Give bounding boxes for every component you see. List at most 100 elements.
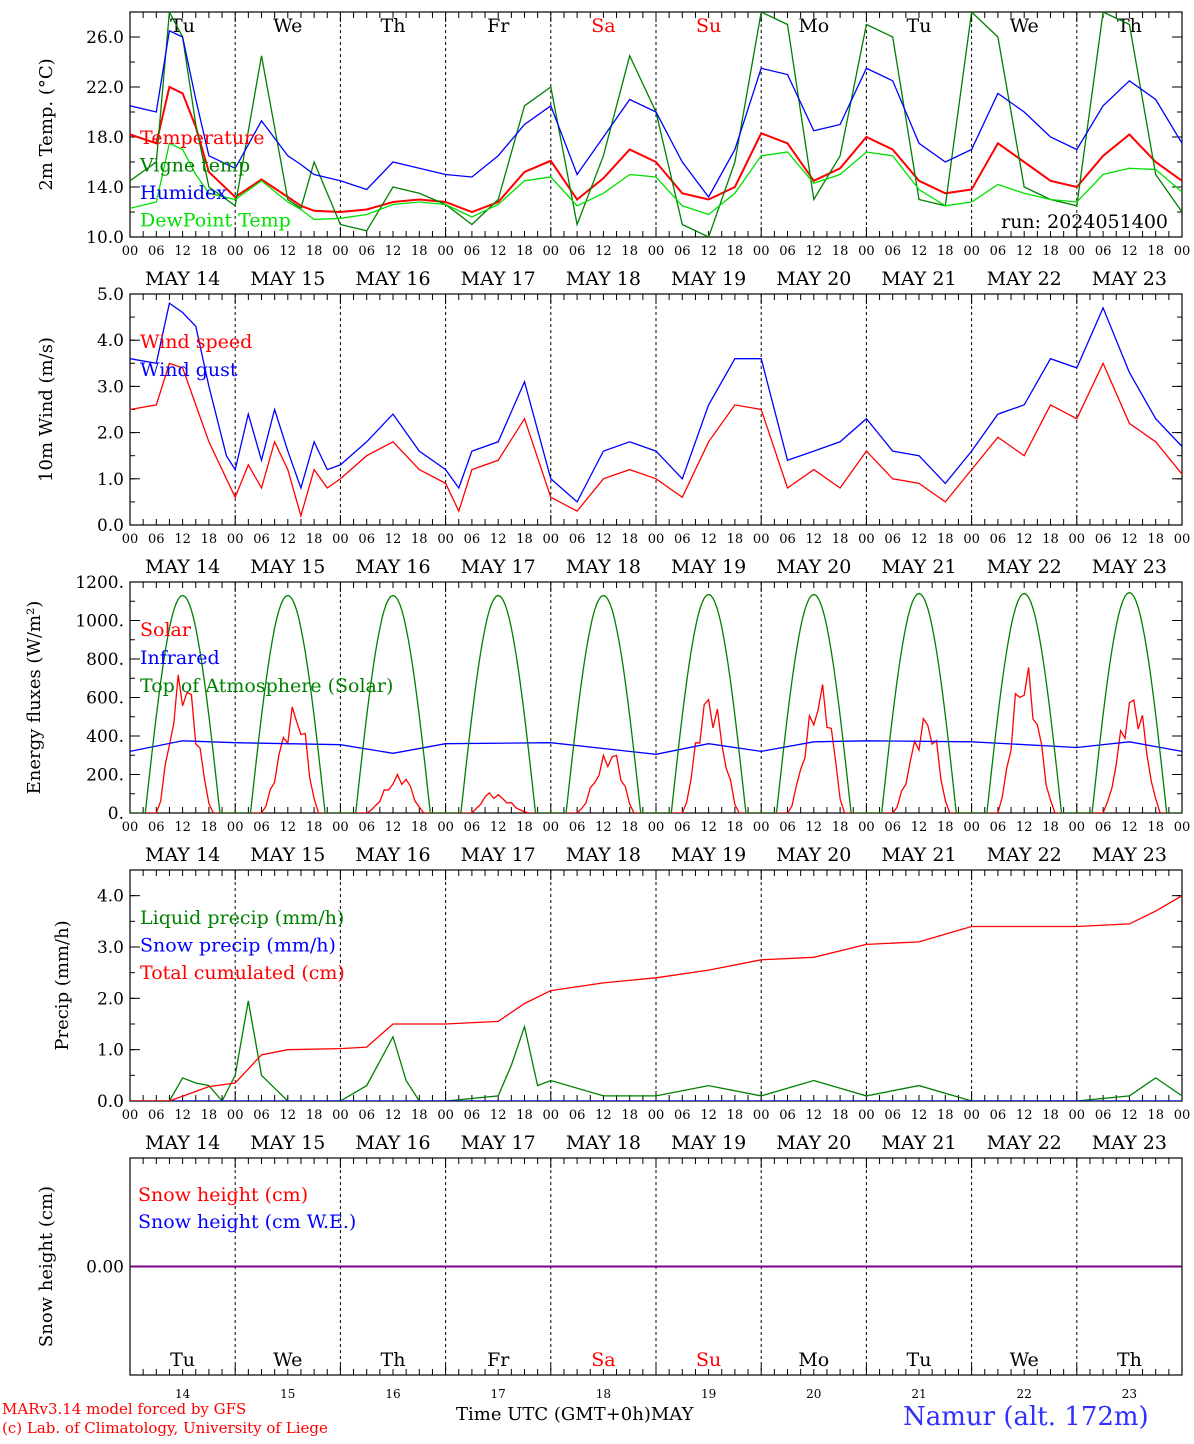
- series-line: [130, 85, 1182, 214]
- hour-tick-label: 06: [674, 532, 691, 547]
- hour-tick-label: 00: [1069, 1108, 1086, 1123]
- hour-tick-label: 00: [963, 1108, 980, 1123]
- weekday-label: Tu: [170, 1349, 195, 1371]
- date-label: MAY 19: [671, 844, 746, 866]
- hour-tick-label: 18: [832, 532, 849, 547]
- hour-tick-label: 00: [543, 820, 560, 835]
- date-label: MAY 19: [671, 268, 746, 290]
- hour-tick-label: 06: [1095, 820, 1112, 835]
- hour-tick-label: 12: [385, 820, 402, 835]
- hour-tick-label: 06: [358, 1108, 375, 1123]
- weekday-label: Tu: [907, 1349, 932, 1371]
- hour-tick-label: 00: [858, 532, 875, 547]
- legend-entry: DewPoint Temp: [140, 210, 291, 232]
- hour-tick-label: 06: [253, 820, 270, 835]
- run-label: run: 2024051400: [1001, 211, 1168, 233]
- hour-tick-label: 12: [595, 532, 612, 547]
- hour-tick-label: 06: [148, 820, 165, 835]
- hour-tick-label: 00: [1069, 532, 1086, 547]
- hour-tick-label: 06: [358, 244, 375, 259]
- x-axis-label: Time UTC (GMT+0h): [456, 1404, 651, 1425]
- hour-tick-label: 00: [858, 820, 875, 835]
- date-label: MAY 19: [671, 556, 746, 578]
- y-tick-label: 0.0: [97, 1092, 124, 1112]
- date-label: MAY 23: [1092, 844, 1167, 866]
- date-label: MAY 22: [987, 1132, 1062, 1154]
- hour-tick-label: 12: [490, 244, 507, 259]
- hour-tick-label: 12: [1121, 244, 1138, 259]
- hour-tick-label: 12: [911, 1108, 928, 1123]
- hour-tick-label: 18: [621, 1108, 638, 1123]
- date-label: MAY 17: [461, 1132, 536, 1154]
- date-label: MAY 21: [881, 844, 956, 866]
- date-label: MAY 16: [355, 1132, 430, 1154]
- date-label: MAY 18: [566, 1132, 641, 1154]
- y-tick-label: 1000.: [75, 612, 124, 632]
- day-number-label: 23: [1122, 1387, 1137, 1401]
- hour-tick-label: 18: [1042, 820, 1059, 835]
- hour-tick-label: 06: [674, 1108, 691, 1123]
- y-tick-label: 18.0: [86, 128, 124, 148]
- y-axis-label: 2m Temp. (°C): [36, 58, 57, 190]
- hour-tick-label: 00: [437, 820, 454, 835]
- hour-tick-label: 12: [595, 244, 612, 259]
- hour-tick-label: 00: [332, 820, 349, 835]
- legend-entry: Snow precip (mm/h): [140, 935, 336, 957]
- date-label: MAY 18: [566, 268, 641, 290]
- date-label: MAY 23: [1092, 1132, 1167, 1154]
- hour-tick-label: 12: [174, 1108, 191, 1123]
- date-label: MAY 18: [566, 844, 641, 866]
- y-tick-label: 26.0: [86, 28, 124, 48]
- hour-tick-label: 18: [1042, 1108, 1059, 1123]
- y-axis-label: Precip (mm/h): [52, 920, 73, 1050]
- hour-tick-label: 18: [727, 532, 744, 547]
- y-tick-label: 1.0: [97, 470, 124, 490]
- hour-tick-label: 18: [621, 820, 638, 835]
- hour-tick-label: 12: [1016, 1108, 1033, 1123]
- y-tick-label: 2.0: [97, 424, 124, 444]
- weekday-label: Fr: [487, 15, 510, 37]
- weekday-label: Fr: [487, 1349, 510, 1371]
- hour-tick-label: 12: [911, 244, 928, 259]
- y-tick-label: 3.0: [97, 938, 124, 958]
- hour-tick-label: 00: [437, 532, 454, 547]
- hour-tick-label: 18: [411, 532, 428, 547]
- series-line: [130, 1000, 1182, 1101]
- hour-tick-label: 12: [1121, 820, 1138, 835]
- plot-frame: [129, 11, 1183, 238]
- y-tick-label: 22.0: [86, 78, 124, 98]
- legend-entry: Solar: [140, 619, 192, 641]
- hour-tick-label: 00: [227, 532, 244, 547]
- hour-tick-label: 06: [464, 532, 481, 547]
- hour-tick-label: 00: [753, 1108, 770, 1123]
- y-tick-label: 2.0: [97, 989, 124, 1009]
- date-label: MAY 15: [250, 556, 325, 578]
- legend-entry: Temperature: [140, 127, 264, 149]
- hour-tick-label: 12: [806, 820, 823, 835]
- date-label: MAY 16: [355, 844, 430, 866]
- weekday-label: We: [273, 1349, 302, 1371]
- legend-entry: Wind speed: [140, 331, 252, 353]
- day-number-label: 18: [596, 1387, 611, 1401]
- series-line: [130, 895, 1182, 1101]
- hour-tick-label: 18: [1147, 820, 1164, 835]
- hour-tick-label: 18: [516, 1108, 533, 1123]
- hour-tick-label: 12: [595, 820, 612, 835]
- hour-tick-label: 00: [227, 244, 244, 259]
- date-label: MAY 16: [355, 268, 430, 290]
- series-line: [130, 361, 1182, 519]
- date-label: MAY 19: [671, 1132, 746, 1154]
- y-axis-label: Energy fluxes (W/m²): [24, 601, 45, 795]
- hour-tick-label: 12: [385, 1108, 402, 1123]
- hour-tick-label: 18: [201, 820, 218, 835]
- credit-line-2: (c) Lab. of Climatology, University of L…: [2, 1419, 328, 1437]
- day-number-label: 17: [491, 1387, 506, 1401]
- hour-tick-label: 00: [437, 244, 454, 259]
- hour-tick-label: 18: [1042, 244, 1059, 259]
- hour-tick-label: 18: [1147, 1108, 1164, 1123]
- hour-tick-label: 00: [437, 1108, 454, 1123]
- hour-tick-label: 12: [806, 1108, 823, 1123]
- hour-tick-label: 06: [569, 532, 586, 547]
- hour-tick-label: 12: [490, 1108, 507, 1123]
